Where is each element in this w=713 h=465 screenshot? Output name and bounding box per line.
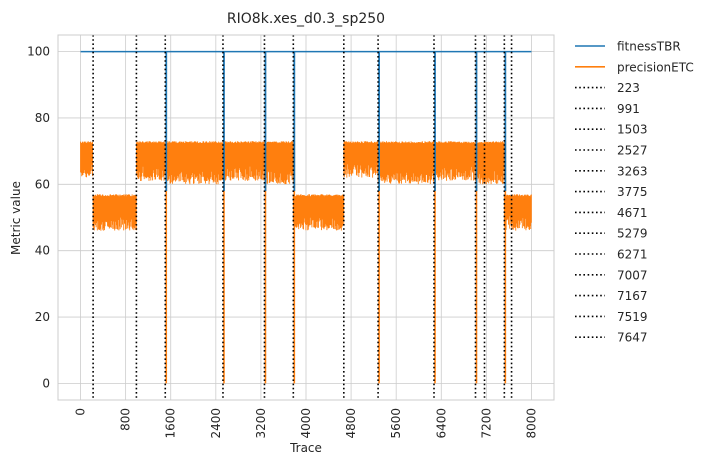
precisionETC-segment-1 xyxy=(92,194,137,231)
plot-frame xyxy=(57,34,555,401)
legend-label: 991 xyxy=(617,102,640,116)
precisionETC-segment-11 xyxy=(503,194,532,231)
legend-label: 7167 xyxy=(617,289,648,303)
precisionETC-segment-0 xyxy=(80,141,93,178)
legend-label: 6271 xyxy=(617,248,648,262)
precisionETC-segment-6 xyxy=(292,194,345,231)
legend-item-fitnessTBR: fitnessTBR xyxy=(575,40,681,54)
y-tick-label-2: 40 xyxy=(35,244,50,258)
legend-label: 7007 xyxy=(617,268,648,282)
x-axis-label: Trace xyxy=(289,441,322,455)
legend-label: 223 xyxy=(617,81,640,95)
x-tick-label-2: 1600 xyxy=(164,408,178,439)
x-tick-label-1: 800 xyxy=(119,408,133,431)
x-tick-label-3: 2400 xyxy=(209,408,223,439)
legend-label: 7519 xyxy=(617,310,648,324)
legend-item-7519: 7519 xyxy=(575,310,648,324)
x-tick-label-5: 4000 xyxy=(299,408,313,439)
precisionETC-segment-4 xyxy=(222,141,265,181)
x-tick-label-4: 3200 xyxy=(254,408,268,439)
legend-item-precisionETC: precisionETC xyxy=(575,60,694,74)
legend-item-6271: 6271 xyxy=(575,248,648,262)
y-tick-label-3: 60 xyxy=(35,177,50,191)
precisionETC-segment-7 xyxy=(343,141,379,178)
x-tick-label-9: 7200 xyxy=(479,408,493,439)
legend-label: 3263 xyxy=(617,164,648,178)
legend-label: 1503 xyxy=(617,123,648,137)
legend-item-5279: 5279 xyxy=(575,227,648,241)
legend-label: 3775 xyxy=(617,185,648,199)
legend-item-4671: 4671 xyxy=(575,206,648,220)
x-tick-labels: 0 800 1600 2400 3200 4000 4800 5600 6400 7200 8000 xyxy=(74,408,539,439)
x-tick-label-8: 6400 xyxy=(434,408,448,439)
x-tick-label-7: 5600 xyxy=(389,408,403,439)
precisionETC-segment-9 xyxy=(433,141,476,181)
y-tick-label-0: 0 xyxy=(42,376,50,390)
legend-label: 7647 xyxy=(617,331,648,345)
precisionETC-segment-10 xyxy=(475,141,505,185)
legend-item-7167: 7167 xyxy=(575,289,648,303)
legend-label: fitnessTBR xyxy=(617,40,681,54)
legend: fitnessTBR precisionETC 223 991 1503 2527 3263… xyxy=(575,40,694,345)
y-tick-label-4: 80 xyxy=(35,111,50,125)
legend-item-7007: 7007 xyxy=(575,268,648,282)
legend-item-991: 991 xyxy=(575,102,640,116)
precisionETC-segment-8 xyxy=(377,141,435,185)
y-tick-labels: 0 20 40 60 80 100 xyxy=(27,45,50,391)
y-tick-label-5: 100 xyxy=(27,45,50,59)
precisionETC-segment-3 xyxy=(164,141,224,185)
chart-title: RIO8k.xes_d0.3_sp250 xyxy=(227,11,385,27)
legend-item-7647: 7647 xyxy=(575,331,648,345)
legend-label: precisionETC xyxy=(617,60,694,74)
precisionETC-segment-5 xyxy=(264,141,294,185)
legend-label: 5279 xyxy=(617,227,648,241)
legend-item-3775: 3775 xyxy=(575,185,648,199)
series-fitnessTBR xyxy=(80,50,532,191)
y-tick-label-1: 20 xyxy=(35,310,50,324)
legend-item-2527: 2527 xyxy=(575,144,648,158)
x-tick-label-10: 8000 xyxy=(524,408,538,439)
legend-label: 2527 xyxy=(617,144,648,158)
legend-item-3263: 3263 xyxy=(575,164,648,178)
y-axis-label: Metric value xyxy=(9,181,23,255)
legend-item-223: 223 xyxy=(575,81,640,95)
series-layer xyxy=(80,35,532,400)
x-tick-label-6: 4800 xyxy=(344,408,358,439)
x-tick-label-0: 0 xyxy=(74,408,88,416)
precisionETC-segment-2 xyxy=(135,141,166,181)
legend-label: 4671 xyxy=(617,206,648,220)
legend-item-1503: 1503 xyxy=(575,123,648,137)
